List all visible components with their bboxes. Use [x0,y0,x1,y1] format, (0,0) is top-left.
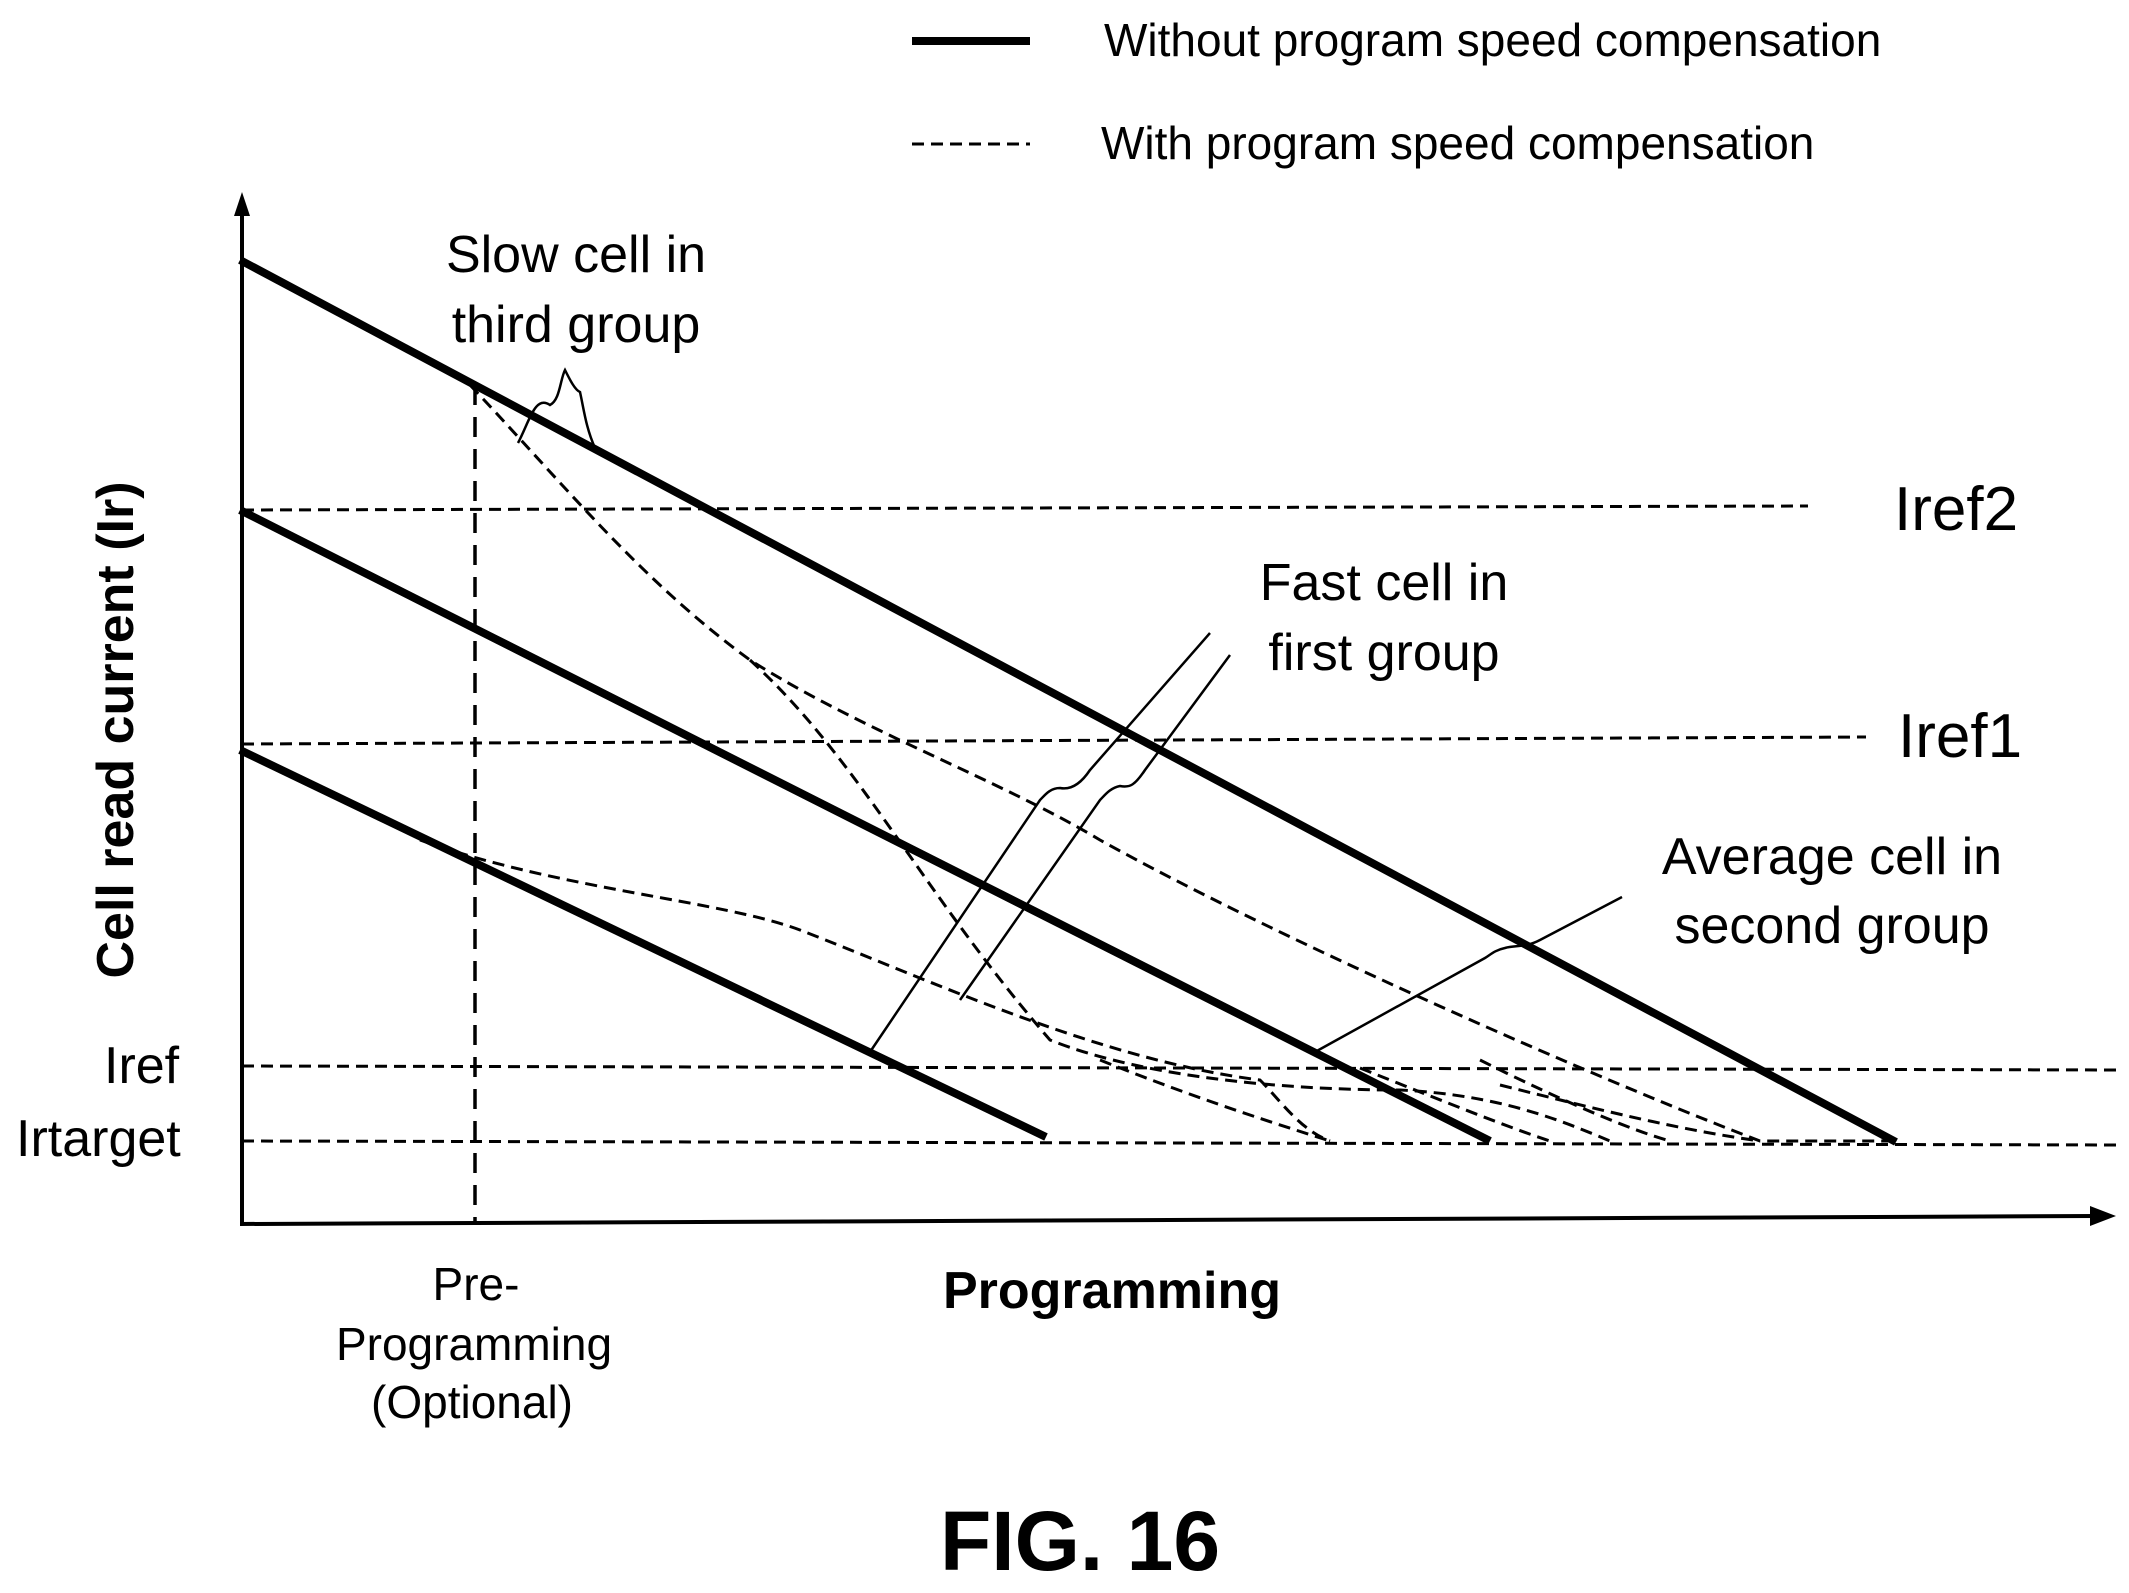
irtarget-line [241,1139,2121,1147]
legend-solid-label: Without program speed compensation [1104,14,1881,66]
average-cell-dashed-curve [748,658,1611,1143]
average-cell-label-line-2: second group [1674,897,1989,955]
fast-cell-label-line-1: Fast cell in [1260,554,1509,612]
fast-cell-solid-line [238,746,1048,1141]
axes [234,192,2116,1226]
fast-cell-leader-right [958,654,1232,1001]
average-cell-annotation: Average cell in second group [1314,828,2002,1054]
compensated-curves [419,383,1896,1143]
merge-dashed-curve-4 [1499,1083,1761,1143]
pre-programming-line-2: Programming [336,1318,612,1370]
average-cell-label-line-1: Average cell in [1662,828,2002,886]
y-axis-title: Cell read current (Ir) [87,481,145,978]
iref2-line [241,504,1809,512]
x-axis [239,1214,2097,1226]
iref-line [241,1064,2121,1072]
pre-programming-line-3: (Optional) [371,1376,573,1428]
average-cell-leader [1314,895,1623,1054]
slow-cell-brace [516,367,597,449]
pre-programming-line-1: Pre- [433,1258,520,1310]
reference-levels [241,504,2121,1147]
merge-dashed-curve-1 [1099,1058,1331,1143]
fast-cell-label-line-2: first group [1268,624,1499,682]
iref2-label: Iref2 [1894,475,2018,544]
slow-cell-annotation: Slow cell in third group [446,226,706,449]
merge-dashed-curve-2 [1359,1066,1551,1143]
iref-label: Iref [104,1037,180,1095]
figure-title: FIG. 16 [940,1494,1220,1588]
slow-cell-solid-line [238,256,1898,1146]
uncompensated-curves [238,256,1898,1146]
fast-cell-annotation: Fast cell in first group [868,554,1509,1053]
y-axis-arrowhead [234,192,250,216]
average-cell-solid-line [238,506,1492,1145]
iref1-label: Iref1 [1898,702,2022,771]
legend: Without program speed compensation With … [912,14,1881,169]
irtarget-label: Irtarget [16,1110,181,1168]
fast-cell-leader-left [868,632,1211,1053]
fast-cell-dashed-curve [419,838,1331,1143]
level-labels: Iref2 Iref1 Iref Irtarget [16,475,2022,1168]
slow-cell-label-line-1: Slow cell in [446,226,706,284]
slow-cell-label-line-2: third group [452,296,701,354]
merge-dashed-curve-3 [1479,1058,1671,1143]
iref1-line [241,735,1867,746]
x-axis-title: Programming [943,1262,1281,1320]
x-axis-arrowhead [2090,1206,2116,1226]
slow-cell-dashed-curve [468,383,1896,1143]
legend-dashed-label: With program speed compensation [1101,117,1814,169]
pre-programming-label: Pre- Programming (Optional) [336,1258,612,1428]
